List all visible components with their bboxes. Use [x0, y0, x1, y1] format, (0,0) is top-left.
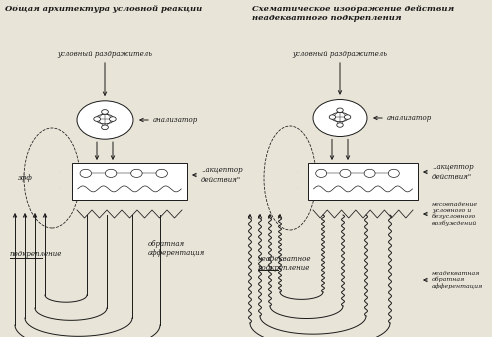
Circle shape — [329, 115, 336, 119]
Circle shape — [102, 125, 108, 130]
Text: несовпадение
условного и
безусловного
возбуждений: несовпадение условного и безусловного во… — [432, 202, 478, 226]
Circle shape — [102, 110, 108, 114]
Text: неадекватная
обратная
афферентация: неадекватная обратная афферентация — [432, 271, 483, 289]
Circle shape — [337, 108, 343, 113]
Text: Общая архитектура условной реакции: Общая архитектура условной реакции — [5, 5, 202, 13]
Text: условный раздражитель: условный раздражитель — [58, 50, 153, 58]
Text: анализатор: анализатор — [153, 116, 198, 124]
Circle shape — [313, 99, 367, 136]
Circle shape — [344, 115, 351, 119]
Text: обратная
афферентация: обратная афферентация — [148, 240, 205, 257]
Text: условный раздражитель: условный раздражитель — [293, 50, 388, 58]
Text: ..акцептор
действия": ..акцептор действия" — [201, 166, 243, 184]
Circle shape — [110, 117, 116, 121]
Text: неадекватное
подкрепление: неадекватное подкрепление — [258, 255, 311, 272]
Text: эфф: эфф — [18, 174, 33, 182]
Circle shape — [94, 117, 100, 121]
Text: подкрепление: подкрепление — [10, 250, 62, 258]
Bar — [72, 163, 187, 200]
Text: анализатор: анализатор — [387, 114, 432, 122]
Text: ..акцептор
действия": ..акцептор действия" — [432, 163, 474, 181]
Circle shape — [77, 101, 133, 139]
Bar — [308, 163, 418, 200]
Text: Схематическое изображение действия
неадекватного подкрепления: Схематическое изображение действия неаде… — [252, 5, 454, 22]
Circle shape — [337, 123, 343, 127]
